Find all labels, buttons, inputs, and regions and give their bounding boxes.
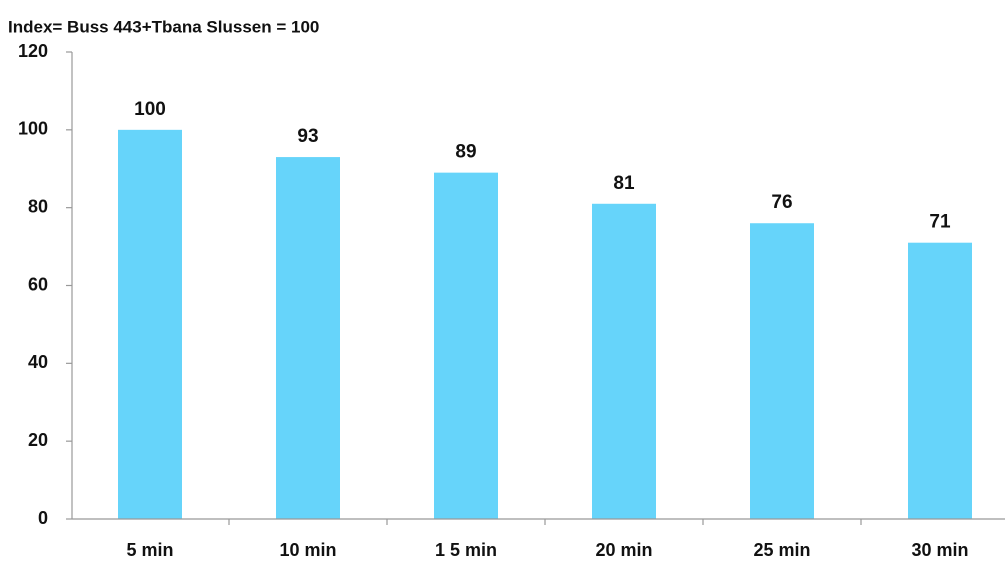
x-tick-label: 20 min bbox=[595, 540, 652, 560]
bar bbox=[592, 203, 656, 519]
chart-title: Index= Buss 443+Tbana Slussen = 100 bbox=[8, 17, 319, 36]
x-tick-label: 25 min bbox=[753, 540, 810, 560]
y-tick-label: 120 bbox=[18, 41, 48, 61]
y-tick-label: 100 bbox=[18, 119, 48, 139]
y-tick-label: 60 bbox=[28, 274, 48, 294]
data-label: 76 bbox=[771, 192, 792, 213]
bar bbox=[434, 172, 498, 519]
x-tick-label: 1 5 min bbox=[435, 540, 497, 560]
y-tick-label: 80 bbox=[28, 196, 48, 216]
bar bbox=[276, 157, 340, 519]
x-tick-label: 5 min bbox=[126, 540, 173, 560]
data-label: 93 bbox=[297, 126, 318, 147]
x-tick-label: 30 min bbox=[911, 540, 968, 560]
y-tick-label: 20 bbox=[28, 430, 48, 450]
bar bbox=[750, 223, 814, 519]
data-label: 100 bbox=[134, 99, 166, 120]
y-tick-label: 0 bbox=[38, 508, 48, 528]
data-label: 81 bbox=[613, 173, 635, 194]
data-label: 89 bbox=[455, 142, 476, 163]
data-label: 71 bbox=[929, 212, 951, 233]
bar bbox=[118, 129, 182, 520]
x-tick-label: 10 min bbox=[279, 540, 336, 560]
y-tick-label: 40 bbox=[28, 352, 48, 372]
bar bbox=[908, 242, 972, 520]
